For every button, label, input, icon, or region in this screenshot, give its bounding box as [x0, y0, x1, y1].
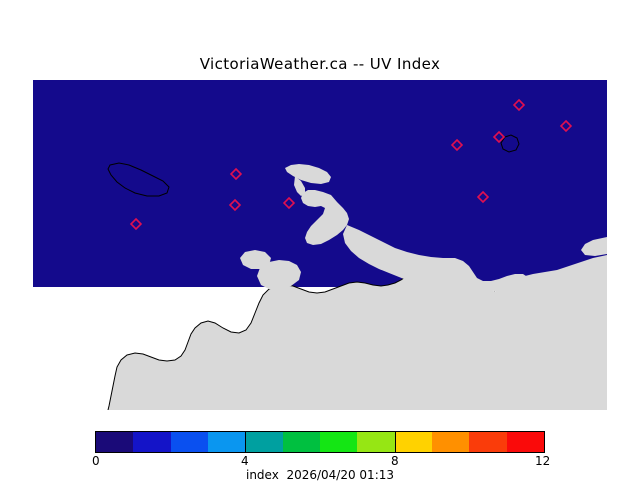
land-blob-left [240, 250, 271, 269]
station-marker[interactable] [450, 138, 464, 152]
map-svg [33, 80, 607, 410]
station-marker[interactable] [229, 167, 243, 181]
colorbar-segment-0 [96, 432, 134, 452]
land-spit-tail [294, 176, 305, 196]
colorbar-label-8: 8 [391, 454, 399, 468]
colorbar-label-12: 12 [535, 454, 551, 468]
page-title: VictoriaWeather.ca -- UV Index [199, 55, 441, 73]
land-sliver-right [581, 237, 607, 256]
colorbar-segment-3 [207, 432, 246, 452]
colorbar-caption: index 2026/04/20 01:13 [245, 468, 395, 482]
colorbar-segment-8 [394, 432, 432, 452]
station-marker[interactable] [512, 98, 526, 112]
colorbar: 0 4 8 12 index 2026/04/20 01:13 [92, 431, 550, 482]
station-marker[interactable] [282, 196, 296, 210]
island-outline-west [107, 162, 170, 197]
land-peninsula-central [301, 190, 349, 245]
map-plot-area[interactable] [33, 80, 607, 410]
colorbar-segment-11 [506, 432, 544, 452]
station-marker[interactable] [492, 130, 506, 144]
colorbar-segment-5 [282, 432, 320, 452]
colorbar-segment-4 [245, 432, 283, 452]
colorbar-tick-4 [245, 431, 246, 453]
colorbar-segment-10 [469, 432, 507, 452]
colorbar-segment-2 [170, 432, 208, 452]
station-marker[interactable] [129, 217, 143, 231]
colorbar-segment-9 [431, 432, 470, 452]
station-marker-group[interactable] [129, 98, 573, 231]
station-marker[interactable] [559, 119, 573, 133]
colorbar-label-4: 4 [241, 454, 249, 468]
station-marker[interactable] [476, 190, 490, 204]
colorbar-segment-1 [133, 432, 171, 452]
colorbar-label-0: 0 [92, 454, 100, 468]
land-fingers-right [465, 280, 543, 309]
colorbar-segment-7 [357, 432, 395, 452]
land-shore-band [343, 225, 531, 294]
land-wedge-left [257, 260, 301, 289]
colorbar-segment-6 [319, 432, 358, 452]
land-spit [285, 164, 331, 184]
station-marker[interactable] [228, 198, 242, 212]
colorbar-tick-8 [395, 431, 396, 453]
colorbar-strip[interactable] [95, 431, 545, 453]
island-outline-small [500, 134, 520, 153]
